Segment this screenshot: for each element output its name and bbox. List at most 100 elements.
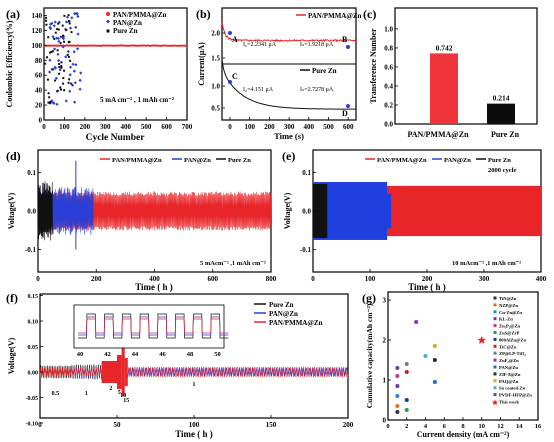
panel-d-xlabel: Time ( h ) — [135, 282, 173, 292]
g-legend-entry: ZnS@ZrP — [499, 331, 520, 336]
a-pan-point — [76, 14, 80, 18]
panel-f-letter: (f) — [6, 291, 18, 305]
g-xtick-label: 12 — [497, 423, 504, 430]
panel-c-letter: (c) — [363, 7, 376, 21]
a-pan-point — [64, 55, 68, 59]
g-ytick-label: 3 — [383, 297, 387, 305]
panel-d: (d) 0.10.0-0.1 0 200 400 600 800 Voltage(V) … — [6, 149, 277, 292]
legend-b-pure: Pure Zn — [312, 67, 337, 75]
d-xtick-label: 600 — [208, 275, 219, 283]
a-pure-point — [69, 59, 72, 62]
a-pan-point — [73, 100, 77, 104]
a-ytick-label: 100 — [32, 42, 43, 50]
panel-e-traces — [313, 182, 541, 240]
d-xtick-label: 800 — [266, 275, 277, 283]
a-pan-point — [53, 66, 58, 70]
g-xtick-label: 10 — [479, 423, 486, 430]
a-pan-point — [55, 36, 59, 40]
f-xtick-label: 0 — [38, 421, 42, 429]
panel-g-yticks: 0 1 2 3 — [383, 297, 391, 425]
legend-a-pure-marker — [106, 29, 110, 33]
panel-g-legend: TiN@Zn NZP@Zn Cu-Zn@Zn KL-Zn Zn₃P₂@Zn ZnS@ZrP… — [491, 296, 532, 406]
panel-b-point-b-marker — [346, 45, 350, 49]
panel-b-io-bottom: I₀=4.151 μA — [243, 87, 274, 93]
a-pan-point — [64, 99, 68, 103]
a-pure-point — [54, 79, 57, 82]
panel-a-xticks: 0 100 200 300 400 500 600 700 — [42, 117, 193, 131]
panel-c-ylabel: Transference Number — [369, 28, 378, 103]
a-pure-point — [58, 66, 61, 69]
legend-e-pan-pmma: PAN/PMMA@Zn — [377, 157, 427, 164]
panel-b-point-a-marker — [228, 31, 232, 35]
g-legend-entry: KL-Zn — [499, 317, 513, 322]
panel-b-xticks: 0 100 200 300 400 500 600 — [228, 117, 354, 131]
panel-f-yticks: 0.150.100.050.00-0.05-0.10-0.15 — [26, 294, 43, 427]
f-ytick-label: 0.10 — [28, 320, 39, 326]
g-legend-entry: TiN@Zn — [499, 296, 517, 301]
a-pure-point — [62, 34, 65, 37]
g-point-14 — [395, 366, 400, 370]
panel-e: (e) 0.10.0-0.1 0 100 200 300 400 Voltage(V) … — [282, 149, 547, 292]
f-ytick-label: 0.15 — [28, 294, 39, 300]
panel-d-xticks: 0 200 400 600 800 — [36, 269, 277, 283]
g-legend-marker-10 — [493, 365, 497, 369]
e-pure-trace — [313, 183, 328, 239]
a-pure-point — [62, 40, 65, 43]
legend-f-pan: PAN@Zn — [269, 310, 298, 318]
panel-b-yticks: 2.0 1.5 1.0 0.5 — [211, 30, 225, 113]
g-legend-marker-7 — [493, 344, 497, 348]
a-pure-point — [68, 78, 71, 81]
a-pure-point — [50, 51, 53, 54]
f-xtick-label: 100 — [189, 421, 200, 429]
d-xtick-label: 0 — [36, 275, 40, 283]
f-ytick-label: 0.00 — [28, 371, 39, 377]
a-ytick-label: 20 — [35, 102, 43, 110]
a-pan-point — [71, 62, 75, 66]
panel-a: (a) 0 20 40 60 80 100 120 140 0 100 200 300 400 500 6… — [5, 7, 193, 143]
g-legend-marker-1 — [493, 303, 497, 307]
panel-d-annotation: 5 mAcm⁻² ,1 mAh cm⁻² — [200, 260, 266, 267]
g-legend-marker-5 — [493, 331, 497, 334]
panel-f-traces — [39, 348, 349, 396]
a-pure-point — [57, 28, 60, 31]
d-ytick-label: -0.1 — [25, 246, 37, 254]
f-ytick-label: -0.05 — [26, 396, 39, 402]
g-point-0 — [395, 410, 400, 414]
f-xtick-label: 200 — [343, 421, 354, 429]
c-ytick-label: 0.6 — [384, 63, 393, 71]
g-legend-marker-8 — [493, 351, 497, 355]
g-point-2 — [395, 394, 400, 398]
a-pan-point — [59, 35, 63, 39]
a-pure-point — [51, 50, 54, 53]
b-xtick-label: 300 — [284, 123, 295, 131]
a-pure-point — [45, 16, 48, 19]
legend-a-pan-marker — [106, 19, 110, 24]
panel-f-ylabel: Voltage(V) — [7, 337, 16, 374]
a-pure-point — [61, 24, 64, 27]
a-pan-point — [55, 102, 59, 106]
panel-a-yticks: 0 20 40 60 80 100 120 140 — [32, 12, 47, 125]
panel-d-yticks: 0.1 0.0 -0.1 — [25, 169, 41, 254]
b-ytick-label: 1.5 — [211, 55, 220, 63]
g-point-12 — [432, 344, 437, 348]
panel-e-ylabel: Voltage(V) — [283, 192, 292, 229]
a-pan-point — [53, 20, 57, 24]
a-pure-point — [46, 78, 49, 81]
a-ytick-label: 120 — [32, 27, 43, 35]
g-xtick-label: 6 — [443, 423, 447, 430]
g-legend-entry: PVDF-HFP@Zn — [499, 393, 532, 398]
g-point-8 — [404, 362, 409, 366]
a-pan-point — [72, 50, 76, 54]
a-pan-point — [61, 45, 65, 49]
panel-b-letter: (b) — [196, 7, 211, 21]
g-legend-marker-9 — [493, 358, 497, 362]
a-pan-point — [68, 73, 72, 77]
c-category-label-0: PAN/PMMA@Zn — [407, 130, 469, 139]
a-pan-point — [66, 49, 70, 54]
panel-e-annotation: 10 mAcm⁻² ,1 mAh cm⁻² — [452, 260, 521, 267]
legend-a-pan-pmma-marker — [106, 12, 110, 16]
c-ytick-label: 0.8 — [384, 44, 393, 52]
legend-b-pan-pmma: PAN/PMMA@Zn — [308, 12, 362, 20]
a-xtick-label: 300 — [100, 123, 111, 131]
